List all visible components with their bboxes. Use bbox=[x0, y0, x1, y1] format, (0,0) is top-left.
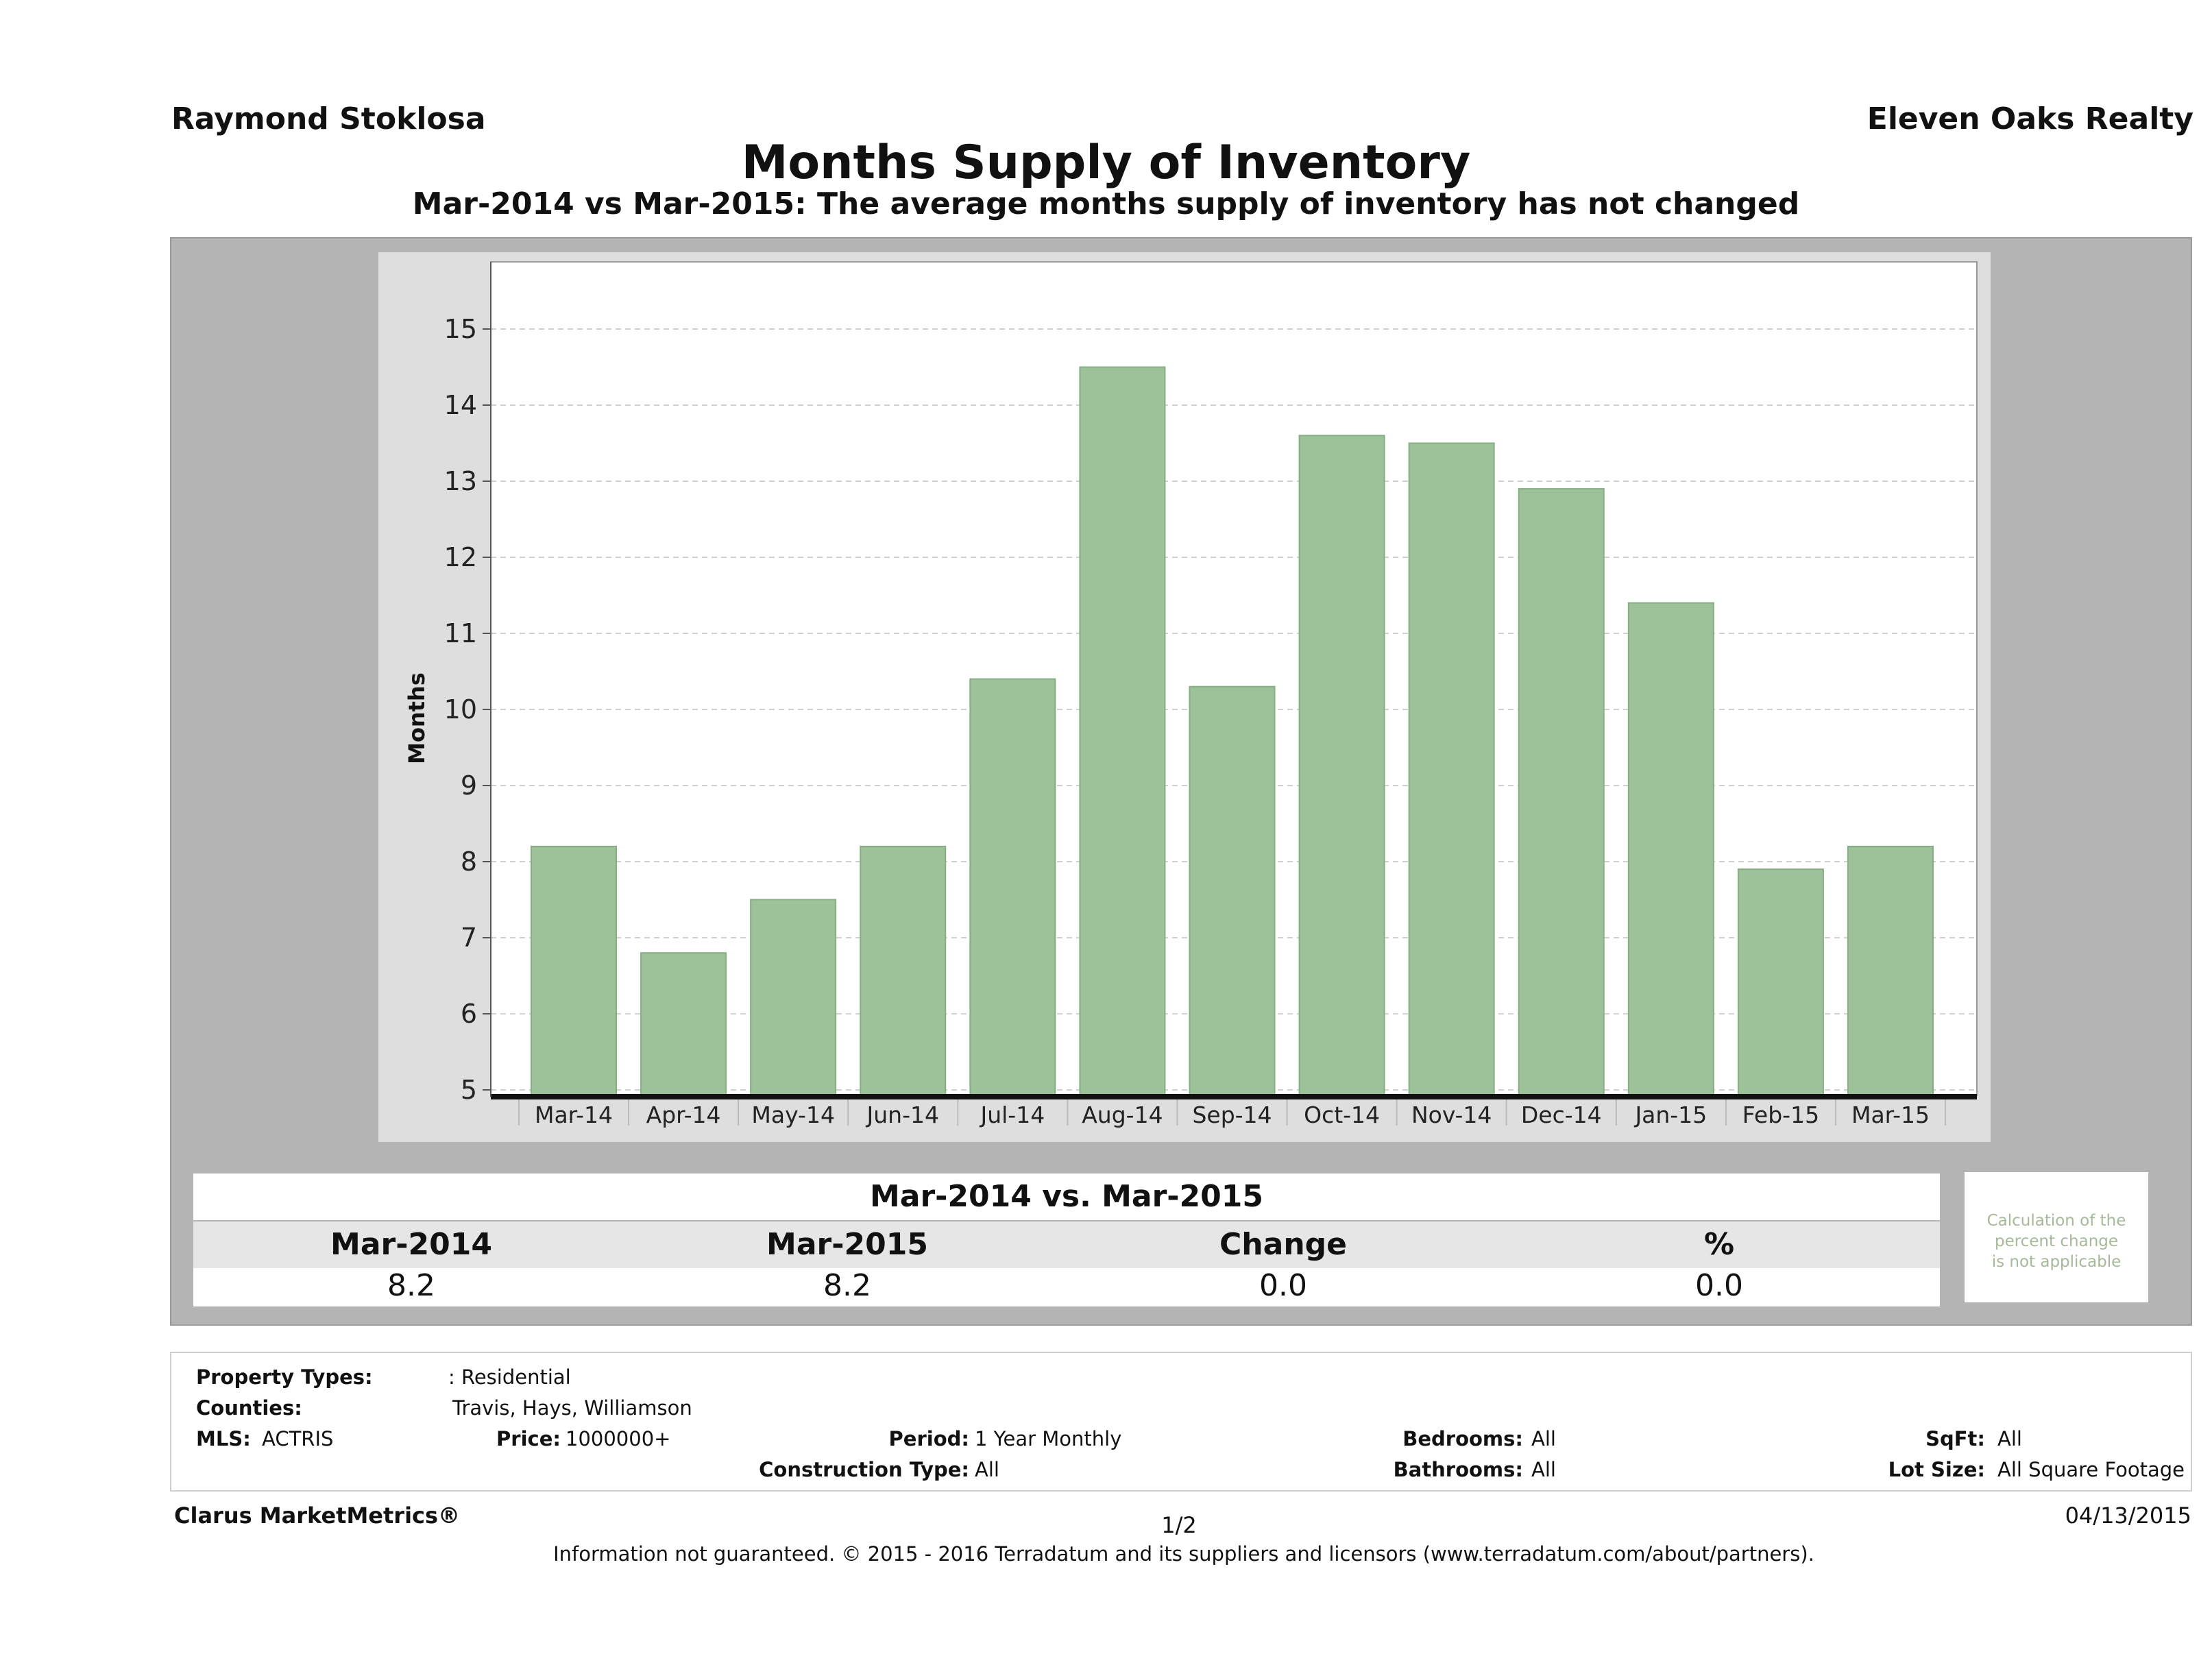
bar-mar-15 bbox=[1847, 845, 1934, 1097]
bar-jun-14 bbox=[860, 845, 947, 1097]
bar-jan-15 bbox=[1627, 602, 1714, 1098]
comparison-header-row bbox=[193, 1221, 1940, 1268]
sqft-label: SqFt: bbox=[1925, 1427, 1985, 1450]
lot-size-value: All Square Footage bbox=[1997, 1458, 2185, 1481]
header-mar-2014: Mar-2014 bbox=[330, 1227, 492, 1262]
agent-name: Raymond Stoklosa bbox=[171, 101, 486, 136]
y-tick-label: 5 bbox=[461, 1075, 477, 1105]
bathrooms-label: Bathrooms: bbox=[1393, 1458, 1523, 1481]
x-tick-label: Apr-14 bbox=[646, 1102, 721, 1128]
bar-apr-14 bbox=[640, 952, 727, 1098]
value-change: 0.0 bbox=[1259, 1268, 1307, 1303]
bar-nov-14 bbox=[1408, 442, 1495, 1097]
bar-oct-14 bbox=[1298, 435, 1385, 1097]
price-value: 1000000+ bbox=[566, 1427, 671, 1450]
bar-chart: 5 6 7 8 9 10 11 12 13 14 15 Mar-14 Apr-14 May-14 Jun-… bbox=[404, 261, 1978, 1128]
counties-label: Counties: bbox=[196, 1396, 302, 1420]
bedrooms-label: Bedrooms: bbox=[1402, 1427, 1523, 1450]
x-tick-label: Feb-15 bbox=[1742, 1102, 1819, 1128]
y-tick-label: 7 bbox=[461, 923, 477, 953]
x-tick-label: May-14 bbox=[751, 1102, 835, 1128]
percent-note-line-3: is not applicable bbox=[1991, 1253, 2122, 1271]
x-tick-label: Nov-14 bbox=[1411, 1102, 1492, 1128]
y-axis-ticks: 5 6 7 8 9 10 11 12 13 14 15 bbox=[444, 314, 491, 1105]
bar-dec-14 bbox=[1518, 488, 1605, 1098]
percent-note-line-1: Calculation of the bbox=[1986, 1212, 2126, 1230]
property-types-value: : Residential bbox=[448, 1365, 571, 1389]
y-axis-label: Months bbox=[404, 672, 430, 764]
lot-size-label: Lot Size: bbox=[1888, 1458, 1985, 1481]
value-percent: 0.0 bbox=[1695, 1268, 1743, 1303]
x-tick-label: Aug-14 bbox=[1082, 1102, 1163, 1128]
bar-aug-14 bbox=[1079, 366, 1166, 1097]
bar-jul-14 bbox=[969, 678, 1056, 1097]
x-tick-label: Mar-15 bbox=[1851, 1102, 1930, 1128]
price-label: Price: bbox=[496, 1427, 561, 1450]
period-value: 1 Year Monthly bbox=[975, 1427, 1122, 1450]
bedrooms-value: All bbox=[1531, 1427, 1556, 1450]
y-tick-label: 8 bbox=[461, 847, 477, 877]
chart-title: Months Supply of Inventory bbox=[741, 136, 1471, 190]
page-number: 1/2 bbox=[1161, 1512, 1197, 1538]
construction-type-value: All bbox=[975, 1458, 999, 1481]
y-tick-label: 10 bbox=[444, 694, 477, 725]
brand-name: Clarus MarketMetrics® bbox=[174, 1503, 461, 1529]
percent-note-box bbox=[1965, 1172, 2148, 1302]
x-tick-label: Mar-14 bbox=[535, 1102, 613, 1128]
comparison-value-row bbox=[193, 1268, 1940, 1306]
report-date: 04/13/2015 bbox=[2065, 1503, 2191, 1529]
construction-type-label: Construction Type: bbox=[759, 1458, 969, 1481]
comparison-title: Mar-2014 vs. Mar-2015 bbox=[869, 1179, 1264, 1214]
header-mar-2015: Mar-2015 bbox=[766, 1227, 928, 1262]
y-tick-label: 6 bbox=[461, 999, 477, 1029]
y-tick-label: 14 bbox=[444, 390, 477, 420]
property-types-label: Property Types: bbox=[196, 1365, 373, 1389]
mls-label: MLS: bbox=[196, 1427, 251, 1450]
x-tick-label: Sep-14 bbox=[1192, 1102, 1272, 1128]
bar-feb-15 bbox=[1737, 868, 1824, 1097]
x-axis-ticks: Mar-14 Apr-14 May-14 Jun-14 Jul-14 Aug-14 Sep-… bbox=[518, 1099, 1947, 1128]
y-tick-label: 12 bbox=[444, 542, 477, 572]
y-tick-label: 9 bbox=[461, 770, 477, 801]
percent-note: Calculation of the percent change is not… bbox=[1965, 1211, 2148, 1272]
x-tick-label: Dec-14 bbox=[1521, 1102, 1602, 1128]
x-tick-label: Jan-15 bbox=[1633, 1102, 1707, 1128]
bathrooms-value: All bbox=[1531, 1458, 1556, 1481]
y-tick-label: 13 bbox=[444, 466, 477, 496]
sqft-value: All bbox=[1997, 1427, 2022, 1450]
bars bbox=[531, 366, 1934, 1098]
bar-mar-14 bbox=[531, 845, 617, 1097]
period-label: Period: bbox=[888, 1427, 969, 1450]
bar-sep-14 bbox=[1189, 685, 1276, 1097]
counties-value: Travis, Hays, Williamson bbox=[452, 1396, 692, 1420]
x-tick-label: Jul-14 bbox=[979, 1102, 1045, 1128]
percent-note-line-2: percent change bbox=[1994, 1232, 2119, 1250]
bar-may-14 bbox=[750, 899, 837, 1097]
value-mar-2015: 8.2 bbox=[823, 1268, 871, 1303]
mls-value: ACTRIS bbox=[262, 1427, 334, 1450]
x-tick-label: Oct-14 bbox=[1304, 1102, 1380, 1128]
x-tick-label: Jun-14 bbox=[866, 1102, 939, 1128]
search-criteria-box bbox=[170, 1352, 2192, 1492]
value-mar-2014: 8.2 bbox=[387, 1268, 435, 1303]
y-tick-label: 11 bbox=[444, 618, 477, 648]
disclaimer: Information not guaranteed. © 2015 - 201… bbox=[553, 1542, 1814, 1566]
header-change: Change bbox=[1219, 1227, 1347, 1262]
y-tick-label: 15 bbox=[444, 314, 477, 344]
company-name: Eleven Oaks Realty bbox=[1867, 101, 2193, 136]
comparison-title-bar bbox=[193, 1174, 1940, 1220]
chart-subtitle: Mar-2014 vs Mar-2015: The average months… bbox=[412, 186, 1800, 221]
header-percent: % bbox=[1703, 1227, 1735, 1262]
